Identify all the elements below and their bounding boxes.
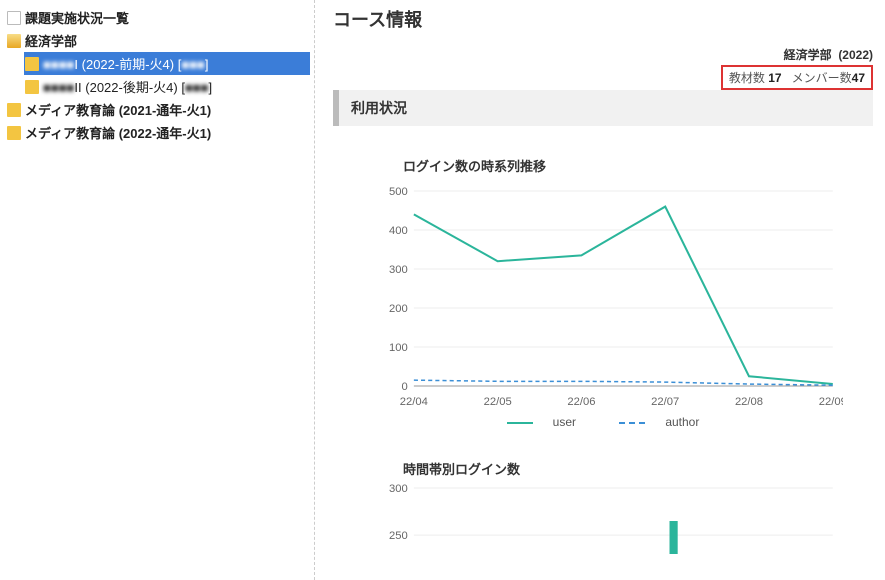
tree-item-label: メディア教育論 (2021-通年-火1): [25, 100, 211, 119]
members-label: メンバー数: [792, 71, 852, 85]
legend-user: user: [497, 415, 586, 429]
svg-text:22/07: 22/07: [651, 396, 679, 408]
course-meta: 経済学部 (2022): [333, 46, 873, 63]
main-content: コース情報 経済学部 (2022) 教材数 17 メンバー数47 利用状況 ログ…: [315, 0, 885, 580]
tree-item-label: ■■■■II (2022-後期-火4) [■■■]: [43, 77, 212, 96]
chart2-title: 時間帯別ログイン数: [403, 459, 873, 478]
file-icon: [7, 11, 21, 25]
svg-text:100: 100: [389, 342, 408, 354]
folder-icon: [7, 126, 21, 140]
chart2: 300 250: [373, 484, 843, 554]
tree-item-label: 課題実施状況一覧: [25, 8, 129, 27]
svg-text:22/06: 22/06: [567, 396, 595, 408]
members-value: 47: [852, 71, 865, 85]
tree-item-label: ■■■■I (2022-前期-火4) [■■■]: [43, 54, 209, 73]
chart1-legend: user author: [333, 415, 873, 429]
svg-text:250: 250: [389, 530, 408, 542]
svg-text:22/04: 22/04: [400, 396, 428, 408]
chart1: 0 100 200 300 400 500 22/04 22/05 22/06 22/07 22/0…: [373, 181, 843, 411]
tree-item-label: 経済学部: [25, 31, 77, 50]
tree-folder-media-2022[interactable]: メディア教育論 (2022-通年-火1): [6, 121, 310, 144]
tree-children: ■■■■I (2022-前期-火4) [■■■] ■■■■II (2022-後期…: [6, 52, 310, 98]
materials-label: 教材数: [729, 71, 765, 85]
tree-item-assignment-status[interactable]: 課題実施状況一覧: [6, 6, 310, 29]
section-usage-header: 利用状況: [333, 90, 873, 126]
course-stats-box: 教材数 17 メンバー数47: [721, 65, 873, 90]
legend-author: author: [609, 415, 709, 429]
folder-open-icon: [7, 34, 21, 48]
chart1-title: ログイン数の時系列推移: [403, 156, 873, 175]
tree-folder-economics[interactable]: 経済学部: [6, 29, 310, 52]
svg-text:300: 300: [389, 484, 408, 495]
svg-text:0: 0: [401, 381, 407, 393]
page-title: コース情報: [333, 6, 873, 32]
svg-text:22/09: 22/09: [819, 396, 843, 408]
svg-text:22/08: 22/08: [735, 396, 763, 408]
folder-icon: [25, 57, 39, 71]
svg-text:22/05: 22/05: [484, 396, 512, 408]
svg-text:400: 400: [389, 225, 408, 237]
tree-folder-media-2021[interactable]: メディア教育論 (2021-通年-火1): [6, 98, 310, 121]
sidebar: 課題実施状況一覧 経済学部 ■■■■I (2022-前期-火4) [■■■] ■…: [0, 0, 315, 580]
materials-value: 17: [768, 71, 781, 85]
folder-icon: [25, 80, 39, 94]
svg-text:500: 500: [389, 186, 408, 198]
svg-text:200: 200: [389, 303, 408, 315]
svg-text:300: 300: [389, 264, 408, 276]
folder-icon: [7, 103, 21, 117]
tree-item-label: メディア教育論 (2022-通年-火1): [25, 123, 211, 142]
tree-item-course-1[interactable]: ■■■■I (2022-前期-火4) [■■■]: [24, 52, 310, 75]
tree-item-course-2[interactable]: ■■■■II (2022-後期-火4) [■■■]: [24, 75, 310, 98]
